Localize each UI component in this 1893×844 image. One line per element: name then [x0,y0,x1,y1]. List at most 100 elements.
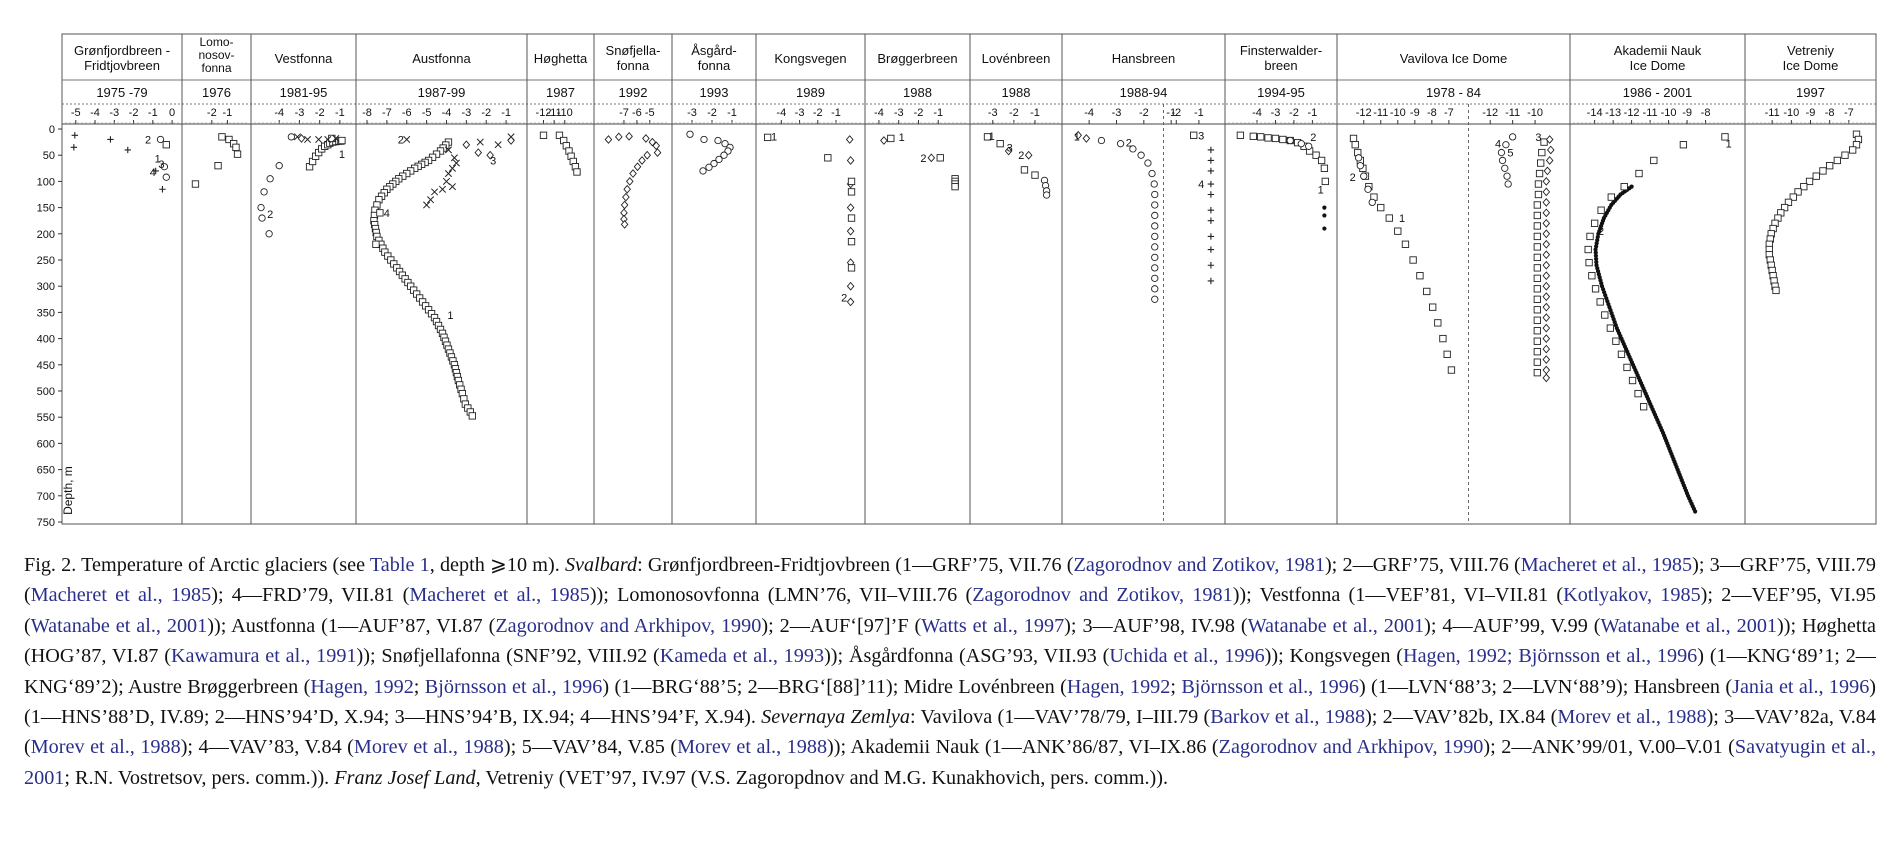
tick-label: -12 [536,107,552,119]
citation-link[interactable]: Table 1 [369,554,430,576]
panel-name: Lomo- [199,35,233,49]
caption-text: )); Lomonosovfonna (LMN’76, VII–VIII.76 … [589,584,973,607]
citation-link[interactable]: Morev et al., 1988 [677,736,828,759]
citation-link[interactable]: Watanabe et al., 2001 [1600,614,1778,637]
citation-link[interactable]: Björnsson et al., 1996 [424,675,603,698]
data-point-square [218,133,226,141]
data-point-plus [71,132,79,139]
data-point-diamond [846,297,855,307]
citation-link[interactable]: Zagorodnov and Zotikov, 1981 [972,584,1233,607]
tick-label: -3 [1112,107,1122,119]
data-point-diamond [927,153,936,163]
data-point-square [1434,319,1442,327]
region-name: Franz Josef Land [334,766,476,789]
data-point-circle [1150,180,1158,188]
data-point-circle [1151,295,1159,303]
citation-link[interactable]: Kameda et al., 1993 [659,645,825,668]
data-point-circle [1508,133,1517,141]
data-point-diamond [1542,323,1551,333]
citation-link[interactable]: Björnsson et al., 1996 [1181,675,1359,698]
data-point-x [494,141,502,149]
citation-link[interactable]: Kotlyakov, 1985 [1563,584,1701,607]
tick-label: -10 [557,107,573,119]
citation-link[interactable]: Hagen, 1992 [310,675,414,698]
citation-link[interactable]: Morev et al., 1988 [353,736,504,759]
tick-label: -8 [1427,107,1437,119]
data-point-circle [720,151,728,159]
curve-label: 1 [1399,213,1405,225]
data-point-square [1533,222,1541,230]
citation-link[interactable]: Jania et al., 1996 [1732,675,1870,698]
citation-link[interactable]: Morev et al., 1988 [30,736,181,759]
tick-label: -3 [1271,107,1281,119]
data-point-square [1607,193,1615,201]
data-point-circle [266,175,274,183]
data-point-square [1317,156,1326,165]
citation-link[interactable]: Watanabe et al., 2001 [1247,614,1425,637]
data-point-square [1020,166,1029,174]
data-point-square [1812,172,1820,180]
data-point-square [1849,146,1857,154]
citation-link[interactable]: Hagen, 1992 [1066,675,1171,698]
citation-link[interactable]: Kawamura et al., 1991 [170,645,357,668]
citation-link[interactable]: Morev et al., 1988 [1557,706,1707,729]
panel-name: Hansbreen [1112,51,1176,66]
data-point-circle [1097,136,1106,145]
panel-hog: Høghetta 1987 -12-11-10 [526,34,592,524]
tick-label: -8 [1825,107,1835,119]
citation-link[interactable]: Macheret et al., 1985 [30,584,212,607]
citation-link[interactable]: Watanabe et al., 2001 [30,614,208,637]
data-point-square [1416,272,1424,280]
panel-name: Vetreniy [1787,43,1834,58]
data-point-square [1533,295,1541,303]
citation-link[interactable]: Uchida et al., 1996 [1109,645,1265,668]
citation-link[interactable]: Zagorodnov and Zotikov, 1981 [1073,554,1325,576]
data-point-square [1606,324,1615,332]
tick-label: -13 [1605,107,1621,119]
tick-label: -4 [776,107,786,119]
curve-label: 2 [145,134,151,146]
curve-label: 2 [398,134,404,146]
caption-text: Fig. 2. Temperature of Arctic glaciers (… [24,554,370,576]
tick-label: -12 [1356,107,1372,119]
data-point-circle [1151,201,1159,209]
data-point-diamond [625,177,634,186]
data-point-square [1533,211,1541,220]
citation-link[interactable]: Watts et al., 1997 [921,614,1065,637]
curve-label: 1 [1726,139,1732,151]
curve-label: 4 [1495,139,1501,151]
data-point-circle [1368,198,1376,207]
tick-label: -10 [1783,107,1799,119]
curve-label: 4 [150,167,156,179]
data-point-square [887,134,895,143]
citation-link[interactable]: Savatyugin et al., 2001 [24,736,1876,789]
data-point-diamond [486,150,494,160]
caption-text: ; [1170,675,1182,698]
data-point-square [1409,256,1417,264]
data-point-square [1780,203,1789,212]
data-point-diamond [1542,344,1551,354]
tick-label: -3 [109,107,119,119]
panel-name: Brøggerbreen [877,51,957,66]
tick-label: -12 [1624,107,1640,119]
data-point-x [303,135,312,144]
curve-label: 1 [989,131,995,143]
data-point-dot [1594,256,1599,262]
data-point-diamond [1542,187,1551,197]
data-point-square [824,154,832,162]
data-point-diamond [625,131,633,141]
data-point-plus [1207,233,1215,240]
data-point-plus [1207,217,1215,224]
citation-link[interactable]: Barkov et al., 1988 [1210,706,1366,729]
data-point-square [1534,180,1543,188]
data-point-square [1533,348,1541,356]
tick-label: -11 [547,107,562,119]
citation-link[interactable]: Zagorodnov and Arkhipov, 1990 [495,614,762,637]
data-point-square [1533,201,1541,209]
citation-link[interactable]: Zagorodnov and Arkhipov, 1990 [1218,736,1484,759]
citation-link[interactable]: Hagen, 1992; Björnsson et al., 1996 [1403,645,1698,668]
tick-label: -1 [933,107,943,119]
citation-link[interactable]: Macheret et al., 1985 [409,584,590,607]
citation-link[interactable]: Macheret et al., 1985 [1520,554,1693,576]
